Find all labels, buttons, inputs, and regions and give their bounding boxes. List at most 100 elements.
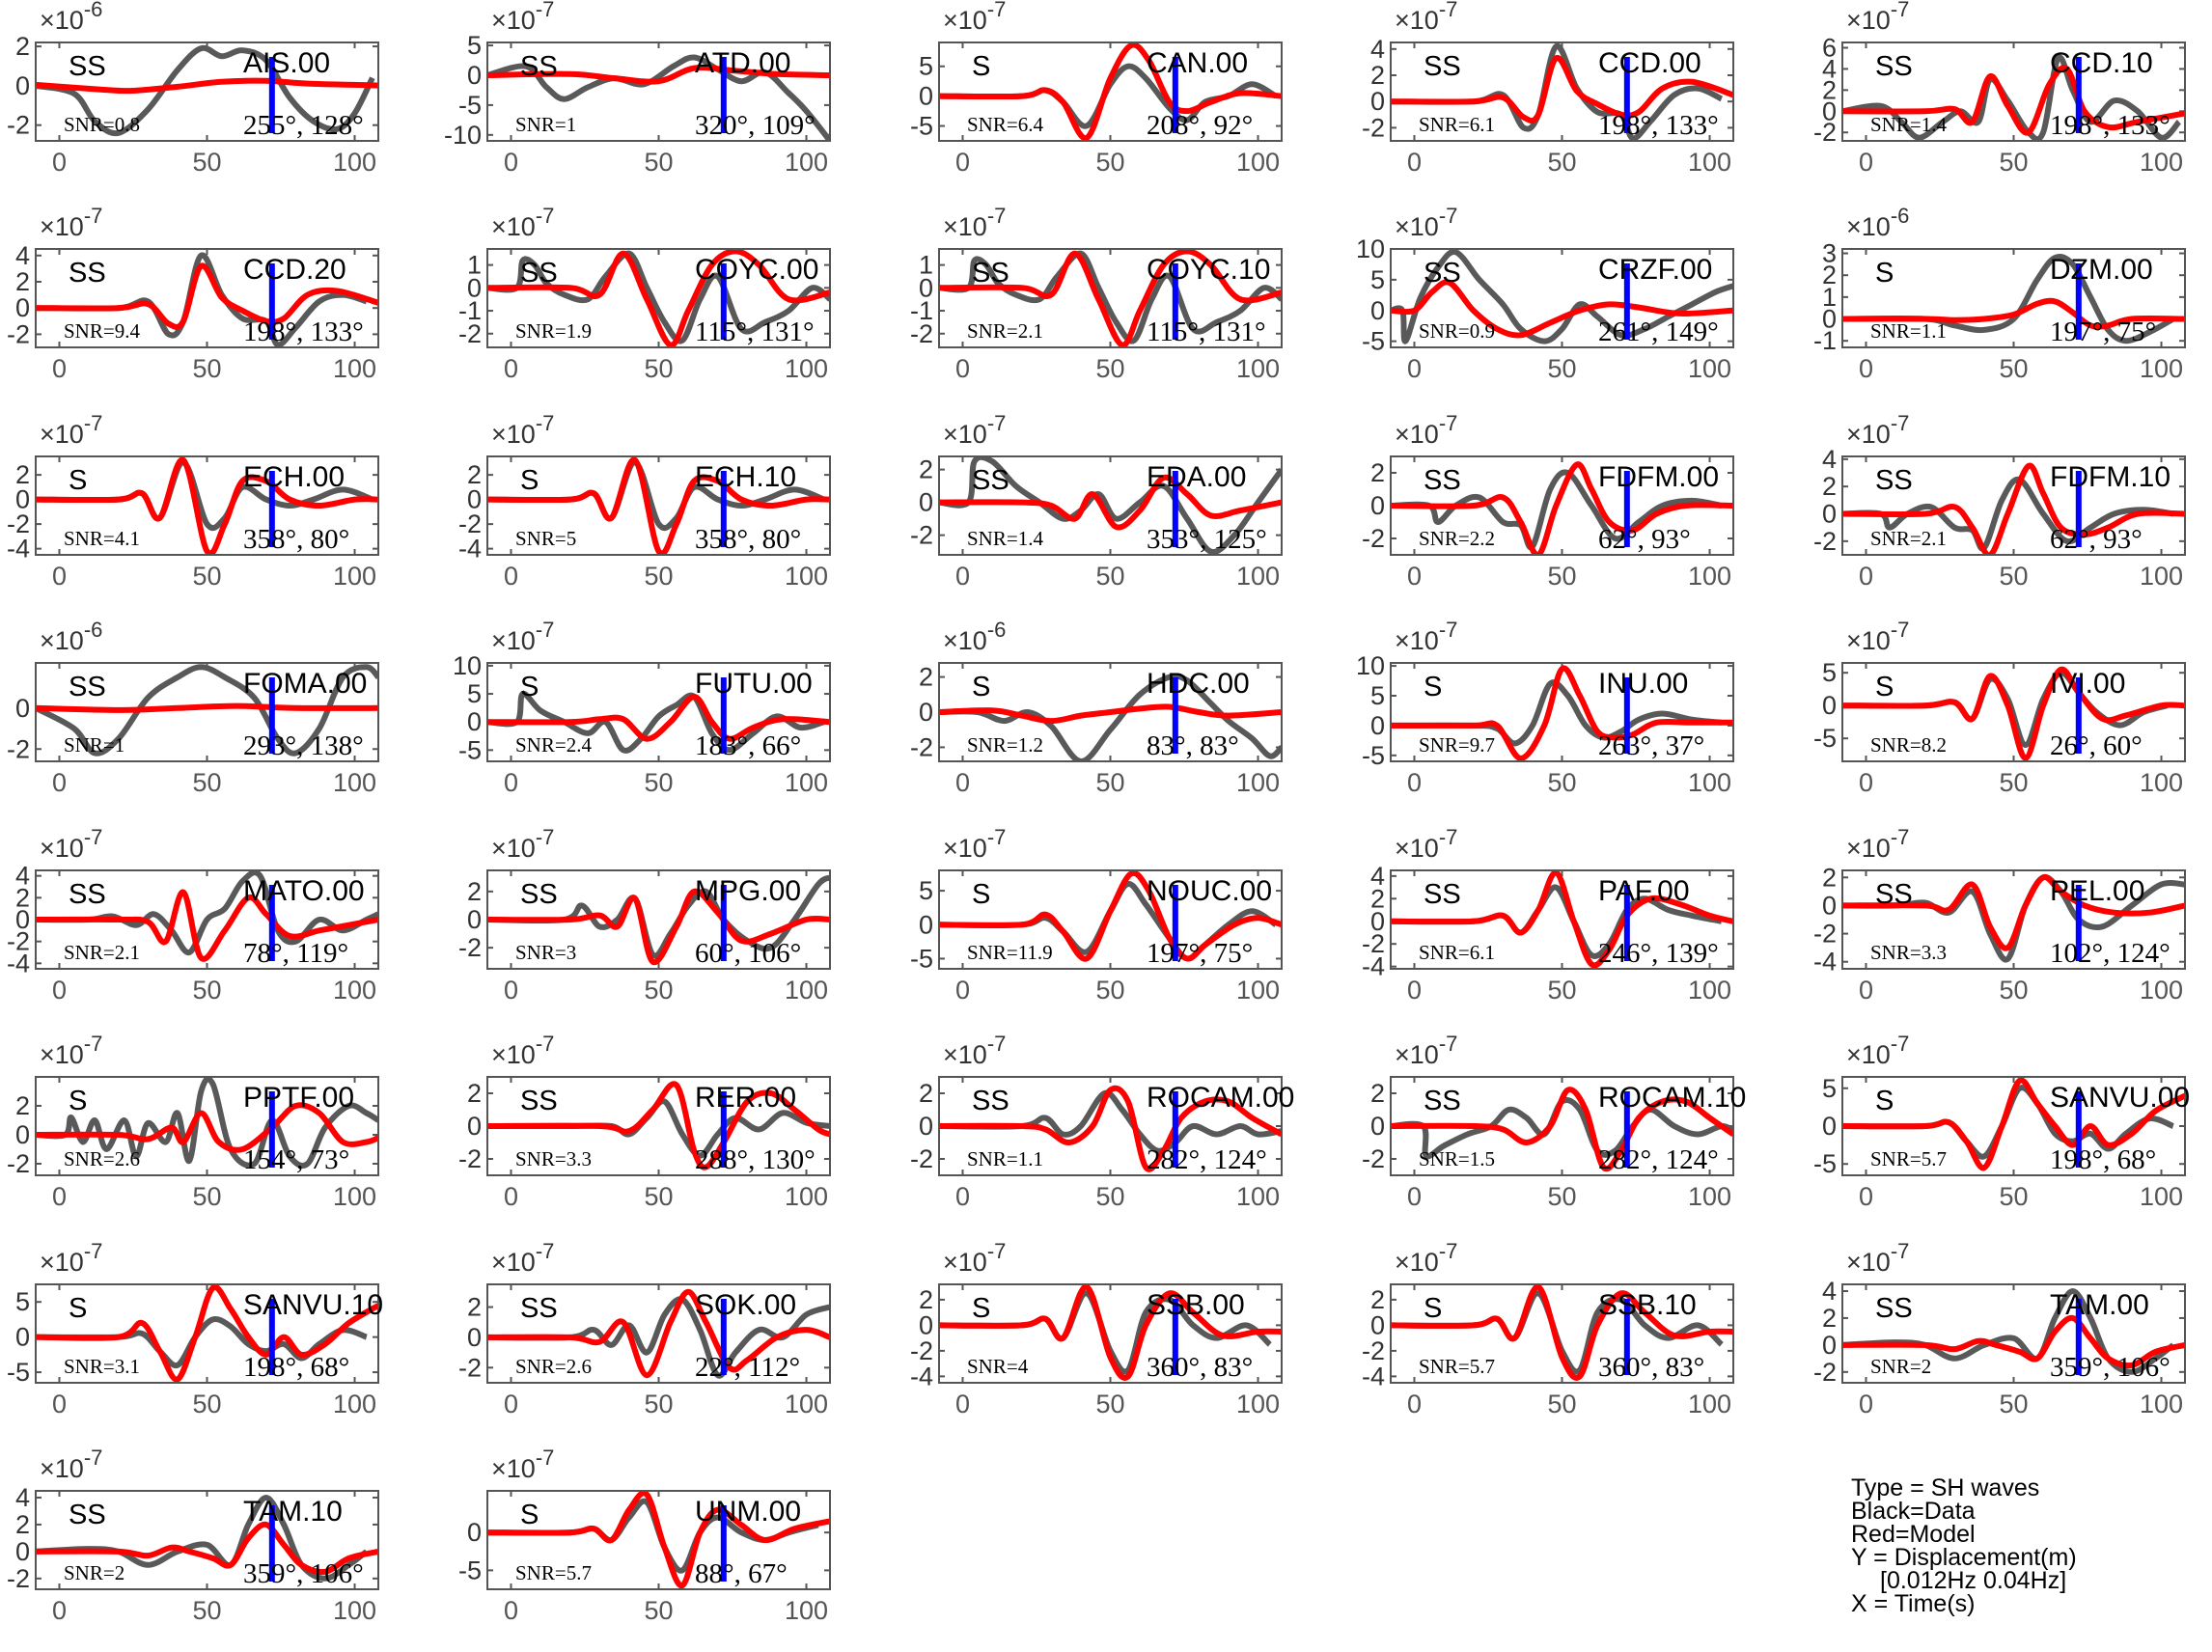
data-trace (487, 250, 830, 344)
x-tick-label: 0 (1859, 562, 1873, 591)
y-tick-label: -1 (910, 296, 933, 325)
y-tick-label: -2 (1362, 929, 1385, 958)
angles-label: 208°, 92° (1147, 110, 1253, 141)
phase-label: S (1875, 672, 1894, 702)
y-tick-label: -4 (7, 535, 30, 564)
station-label: SANVU.10 (243, 1289, 383, 1321)
x-tick-label: 100 (1236, 354, 1280, 383)
traces (939, 249, 1282, 347)
x-tick-label: 50 (644, 148, 673, 177)
traces (36, 664, 378, 757)
y-tick-label: 0 (1822, 500, 1837, 529)
x-tick-label: 50 (1095, 976, 1124, 1005)
model-trace (1391, 870, 1733, 969)
axes-box (1390, 41, 1734, 142)
y-tick-label: -2 (1813, 920, 1837, 949)
y-tick-label: 2 (1370, 1079, 1385, 1108)
x-tick-label: 100 (333, 1182, 376, 1211)
y-exponent-label: ×10-7 (40, 411, 102, 449)
x-tick-label: 100 (333, 976, 376, 1005)
panel-hdc-00: -2 0 2 0 50 100 ×10-6 S HDC.00 SNR=1.2 83°, 83° (910, 618, 1283, 797)
y-tick-label: -2 (1813, 527, 1837, 556)
axes-box (35, 869, 379, 970)
y-tick-label: 3 (1822, 239, 1837, 268)
y-tick-label: 0 (919, 1112, 933, 1141)
y-tick-label: 5 (467, 31, 482, 60)
y-tick-label: 4 (1370, 35, 1385, 64)
traces (36, 870, 378, 962)
phase-label: S (69, 1293, 87, 1324)
y-tick-label: -2 (910, 521, 933, 550)
y-tick-label: -2 (7, 509, 30, 538)
legend-line-red: Red=Model (1851, 1521, 1976, 1548)
data-trace (36, 1077, 378, 1169)
station-label: SSB.10 (1598, 1289, 1697, 1321)
traces (36, 1495, 378, 1582)
y-exponent-label: ×10-7 (40, 1446, 102, 1483)
y-tick-label: 0 (1370, 87, 1385, 116)
model-trace (1391, 1284, 1733, 1381)
phase-label: SS (520, 1293, 558, 1324)
snr-label: SNR=6.1 (1419, 113, 1495, 136)
axes-box (1390, 662, 1734, 762)
data-trace (939, 250, 1282, 344)
y-tick-label: 4 (1822, 445, 1837, 474)
y-tick-label: 0 (15, 694, 30, 723)
phase-label: SS (520, 1086, 558, 1116)
axes-box (938, 41, 1283, 142)
traces (1391, 870, 1733, 969)
traces (1842, 54, 2185, 141)
y-tick-label: 0 (467, 61, 482, 90)
x-tick-label: 100 (1688, 354, 1731, 383)
snr-label: SNR=3 (515, 941, 576, 964)
angles-label: 261°, 149° (1598, 317, 1719, 347)
y-exponent-label: ×10-7 (943, 0, 1006, 35)
station-label: INU.00 (1598, 668, 1688, 700)
x-tick-label: 0 (504, 148, 518, 177)
station-label: UNM.00 (695, 1496, 801, 1528)
axes-box (35, 41, 379, 142)
x-tick-label: 100 (2140, 768, 2183, 797)
snr-label: SNR=1 (515, 113, 576, 136)
y-tick-label: -5 (910, 944, 933, 973)
phase-label: S (972, 879, 990, 910)
x-tick-label: 0 (955, 1182, 970, 1211)
x-tick-label: 0 (1859, 354, 1873, 383)
y-exponent-label: ×10-7 (1846, 1032, 1909, 1069)
model-trace (1391, 1087, 1733, 1172)
model-trace (1842, 874, 2185, 951)
snr-label: SNR=2.1 (64, 941, 140, 964)
x-tick-label: 0 (1407, 354, 1422, 383)
angles-label: 83°, 83° (1147, 730, 1239, 761)
phase-label: SS (69, 1500, 106, 1530)
x-tick-label: 50 (644, 1390, 673, 1418)
x-tick-label: 0 (1859, 1182, 1873, 1211)
axes-box (938, 1283, 1283, 1384)
axes-box (1390, 1076, 1734, 1176)
angles-label: 358°, 80° (243, 524, 349, 555)
y-tick-label: -5 (910, 112, 933, 141)
snr-label: SNR=5 (515, 527, 576, 550)
snr-label: SNR=1.1 (1870, 319, 1947, 343)
snr-label: SNR=5.7 (1870, 1147, 1947, 1170)
axes-box (1841, 1283, 2186, 1384)
x-tick-label: 100 (785, 354, 828, 383)
traces (1391, 1284, 1733, 1381)
data-trace (36, 44, 375, 137)
model-trace (939, 1284, 1282, 1381)
angles-label: 198°, 68° (243, 1352, 349, 1383)
y-tick-label: 1 (1822, 283, 1837, 312)
x-tick-label: 0 (955, 768, 970, 797)
traces (1391, 665, 1733, 761)
axes-box (938, 869, 1283, 970)
x-tick-label: 50 (1547, 148, 1576, 177)
legend-line-y: Y = Displacement(m) (1851, 1544, 2077, 1571)
snr-label: SNR=2.2 (1419, 527, 1495, 550)
y-exponent-label: ×10-7 (1846, 411, 1909, 449)
panel-rer-00: -2 0 2 0 50 100 ×10-7 SS RER.00 SNR=3.3 288°, 130° (458, 1032, 831, 1211)
station-label: AIS.00 (243, 47, 330, 79)
y-exponent-label: ×10-7 (491, 825, 554, 863)
